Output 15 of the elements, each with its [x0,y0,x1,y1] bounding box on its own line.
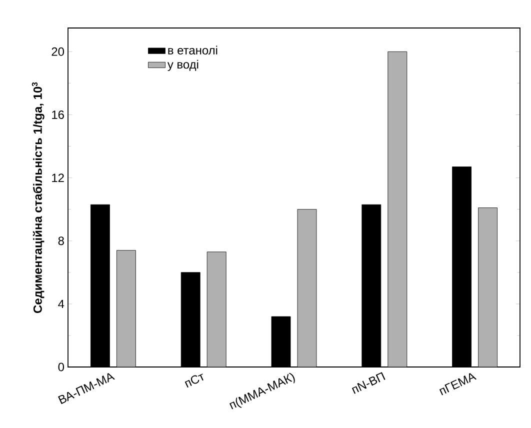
y-tick-label: 12 [52,174,64,182]
y-axis-title: Седиментаційна стабільність 1/tga, 10$^{3}$ [32,82,44,313]
y-tick-label: 4 [58,300,64,308]
bar [388,51,408,367]
y-tick-label: 16 [52,110,64,119]
legend-label: в етанолі [168,46,218,55]
x-tick-label: пСт [184,374,204,388]
bar [297,209,317,367]
bar [116,250,136,367]
y-tick-label: 20 [52,47,64,56]
legend-label: у воді [167,60,198,72]
bar [478,208,498,367]
y-tick-label: 8 [58,236,64,246]
bar [206,252,226,367]
y-tick-label: 0 [58,362,64,372]
